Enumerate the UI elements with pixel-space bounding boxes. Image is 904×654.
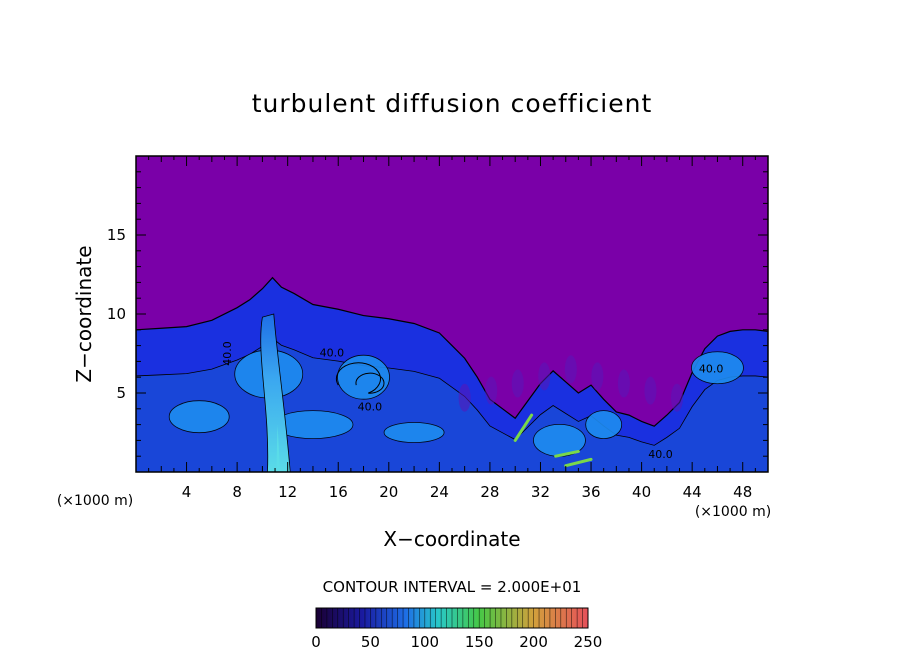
colorbar: 0 50 100 150 200 250 [311,607,602,651]
x-tick-label: 32 [531,483,550,501]
x-tick-label: 12 [278,483,297,501]
contour-label: 40.0 [358,400,383,413]
x-tick-label: 28 [480,483,499,501]
mid-field-blob [168,400,230,434]
colorbar-ticks: 0 50 100 150 200 250 [311,633,602,651]
peak-streak [564,457,593,468]
colorbar-tick-label: 250 [574,633,603,651]
x-tick-label: 16 [329,483,348,501]
plume-core [276,424,281,472]
y-tick-label: 5 [116,384,126,402]
gravity-wave-stripe [617,369,630,398]
colorbar-tick-label: 100 [410,633,439,651]
colorbar-tick-label: 50 [361,633,380,651]
contour-label: 40.0 [648,448,673,461]
y-unit-label: (×1000 m) [57,493,133,509]
gravity-wave-stripe [458,383,471,412]
gravity-wave-stripe [511,369,524,398]
x-tick-label: 24 [430,483,449,501]
gravity-wave-stripe [670,383,683,412]
colorbar-bands [321,608,583,628]
colorbar-frame [315,607,589,629]
x-tick-label: 48 [733,483,752,501]
x-tick-label: 8 [232,483,242,501]
x-axis-ticks: 4 8 12 16 20 24 28 32 36 40 44 48 [148,156,756,501]
x-tick-label: 44 [683,483,702,501]
y-tick-label: 15 [107,226,126,244]
convective-plume [260,313,291,472]
mid-field-blob [585,410,623,440]
gravity-wave-stripe [644,376,657,405]
x-axis-label: X−coordinate [383,527,520,551]
y-tick-label: 10 [107,305,126,323]
x-unit-label: (×1000 m) [695,504,771,520]
peak-streak [513,413,534,442]
contour-label: 40.0 [221,341,234,366]
contour-label: 40.0 [320,347,345,360]
swirl-contour [335,362,385,394]
gravity-wave-stripe [485,376,498,405]
x-tick-label: 36 [581,483,600,501]
gravity-wave-stripe [591,362,604,391]
plot-area: 40.0 40.0 40.0 40.0 40.0 [136,156,768,472]
x-tick-label: 40 [632,483,651,501]
colorbar-tick-label: 200 [519,633,548,651]
colorbar-tick-label: 150 [465,633,494,651]
y-axis-label: Z−coordinate [72,245,96,382]
mid-field-blob [691,351,744,385]
colorbar-tick-label: 0 [311,633,321,651]
gravity-wave-stripe [564,355,577,384]
gravity-wave-stripe [538,362,551,391]
mid-field-blob [383,422,445,443]
peak-streak [554,449,580,458]
turbulence-field: 40.0 40.0 40.0 40.0 40.0 [136,276,768,472]
x-tick-label: 20 [379,483,398,501]
chart-title: turbulent diffusion coefficient [252,89,653,118]
y-axis-ticks: 5 10 15 [107,171,768,457]
x-tick-label: 4 [182,483,192,501]
contour-label: 40.0 [699,362,724,375]
contour-interval-text: CONTOUR INTERVAL = 2.000E+01 [323,578,582,596]
